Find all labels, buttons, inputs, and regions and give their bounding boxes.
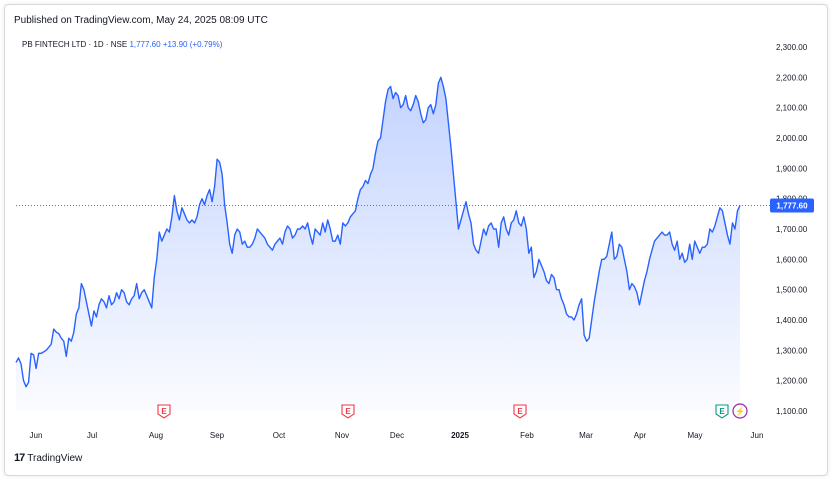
y-tick-label: 1,400.00 bbox=[776, 316, 808, 325]
dividend-badge-icon[interactable]: ⚡ bbox=[732, 403, 748, 419]
last-price-tag-label: 1,777.60 bbox=[776, 201, 808, 210]
y-tick-label: 1,100.00 bbox=[776, 407, 808, 416]
x-tick-label: Nov bbox=[335, 431, 349, 440]
x-tick-label: Jul bbox=[87, 431, 97, 440]
badge-label: E bbox=[719, 407, 725, 416]
x-tick-label: Mar bbox=[579, 431, 593, 440]
y-tick-label: 1,200.00 bbox=[776, 377, 808, 386]
published-caption: Published on TradingView.com, May 24, 20… bbox=[14, 15, 268, 26]
y-tick-label: 2,200.00 bbox=[776, 73, 808, 82]
x-tick-label: May bbox=[687, 431, 702, 440]
x-tick-label: Jun bbox=[751, 431, 764, 440]
x-tick-label: Sep bbox=[210, 431, 225, 440]
y-tick-label: 1,700.00 bbox=[776, 225, 808, 234]
earnings-badge-icon[interactable]: E bbox=[513, 404, 527, 419]
x-tick-label: Feb bbox=[520, 431, 534, 440]
legend-change: +13.90 (+0.79%) bbox=[162, 40, 223, 49]
badge-label: E bbox=[345, 407, 351, 416]
y-tick-label: 2,300.00 bbox=[776, 43, 808, 52]
y-tick-label: 1,600.00 bbox=[776, 255, 808, 264]
x-tick-label: Dec bbox=[390, 431, 404, 440]
y-tick-label: 1,900.00 bbox=[776, 164, 808, 173]
badge-label: E bbox=[517, 407, 523, 416]
legend-price: 1,777.60 bbox=[129, 40, 161, 49]
x-tick-label: Jun bbox=[30, 431, 43, 440]
y-tick-label: 2,000.00 bbox=[776, 134, 808, 143]
tradingview-logo-icon[interactable]: 17 bbox=[14, 452, 25, 464]
tradingview-brand[interactable]: TradingView bbox=[27, 452, 83, 464]
price-line[interactable] bbox=[15, 76, 741, 388]
x-tick-label: Oct bbox=[273, 431, 286, 440]
x-tick-label: Aug bbox=[149, 431, 163, 440]
last-price-tag bbox=[770, 198, 814, 213]
symbol-legend: PB FINTECH LTD · 1D · NSE 1,777.60 +13.9… bbox=[22, 40, 222, 49]
symbol-name: PB FINTECH LTD · 1D · NSE bbox=[22, 40, 128, 49]
badge-label: E bbox=[161, 407, 167, 416]
y-tick-label: 2,100.00 bbox=[776, 104, 808, 113]
y-tick-label: 1,500.00 bbox=[776, 286, 808, 295]
y-tick-label: 1,300.00 bbox=[776, 346, 808, 355]
x-tick-label: 2025 bbox=[451, 431, 469, 440]
footer: 17 TradingView bbox=[14, 452, 82, 464]
earnings-badge-icon[interactable]: E bbox=[341, 404, 355, 419]
earnings-badge-icon[interactable]: E bbox=[157, 404, 171, 419]
x-tick-label: Apr bbox=[634, 431, 647, 440]
earnings-badge-icon[interactable]: E bbox=[715, 404, 729, 419]
badge-label: ⚡ bbox=[735, 406, 745, 416]
price-area bbox=[16, 77, 740, 411]
